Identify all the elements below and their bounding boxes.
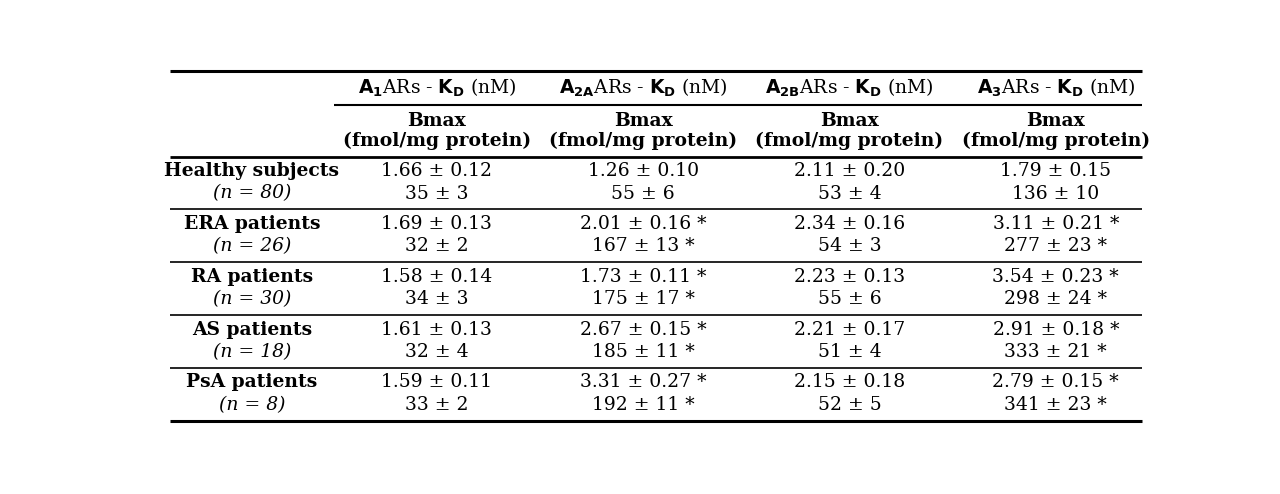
Text: 32 ± 2: 32 ± 2 [404,238,468,255]
Text: (fmol/mg protein): (fmol/mg protein) [343,132,531,150]
Text: (fmol/mg protein): (fmol/mg protein) [755,132,943,150]
Text: 52 ± 5: 52 ± 5 [818,396,882,414]
Text: Bmax: Bmax [613,112,672,130]
Text: 298 ± 24 *: 298 ± 24 * [1005,290,1107,308]
Text: 3.31 ± 0.27 *: 3.31 ± 0.27 * [580,373,707,391]
Text: 1.58 ± 0.14: 1.58 ± 0.14 [381,268,493,286]
Text: PsA patients: PsA patients [186,373,317,391]
Text: 192 ± 11 *: 192 ± 11 * [591,396,695,414]
Text: 53 ± 4: 53 ± 4 [818,185,881,203]
Text: 2.01 ± 0.16 *: 2.01 ± 0.16 * [580,215,707,233]
Text: 333 ± 21 *: 333 ± 21 * [1005,343,1107,361]
Text: 3.54 ± 0.23 *: 3.54 ± 0.23 * [992,268,1119,286]
Text: 3.11 ± 0.21 *: 3.11 ± 0.21 * [992,215,1119,233]
Text: 167 ± 13 *: 167 ± 13 * [591,238,695,255]
Text: $\mathbf{A_{2A}}$ARs - $\mathbf{K_D}$ (nM): $\mathbf{A_{2A}}$ARs - $\mathbf{K_D}$ (n… [559,77,727,99]
Text: ERA patients: ERA patients [183,215,320,233]
Text: 55 ± 6: 55 ± 6 [612,185,675,203]
Text: 2.91 ± 0.18 *: 2.91 ± 0.18 * [992,321,1119,338]
Text: 2.67 ± 0.15 *: 2.67 ± 0.15 * [580,321,707,338]
Text: 2.15 ± 0.18: 2.15 ± 0.18 [794,373,905,391]
Text: 341 ± 23 *: 341 ± 23 * [1005,396,1107,414]
Text: (n = 30): (n = 30) [212,290,291,308]
Text: (n = 26): (n = 26) [212,238,291,255]
Text: 2.34 ± 0.16: 2.34 ± 0.16 [794,215,905,233]
Text: 54 ± 3: 54 ± 3 [818,238,881,255]
Text: Bmax: Bmax [820,112,879,130]
Text: 55 ± 6: 55 ± 6 [818,290,881,308]
Text: 1.73 ± 0.11 *: 1.73 ± 0.11 * [580,268,707,286]
Text: 2.79 ± 0.15 *: 2.79 ± 0.15 * [992,373,1119,391]
Text: 33 ± 2: 33 ± 2 [404,396,468,414]
Text: (n = 8): (n = 8) [219,396,285,414]
Text: 1.69 ± 0.13: 1.69 ± 0.13 [381,215,493,233]
Text: 277 ± 23 *: 277 ± 23 * [1005,238,1107,255]
Text: (fmol/mg protein): (fmol/mg protein) [961,132,1149,150]
Text: 1.79 ± 0.15: 1.79 ± 0.15 [1000,162,1111,180]
Text: AS patients: AS patients [192,321,312,338]
Text: Bmax: Bmax [1027,112,1085,130]
Text: 2.23 ± 0.13: 2.23 ± 0.13 [794,268,905,286]
Text: 34 ± 3: 34 ± 3 [404,290,468,308]
Text: (n = 80): (n = 80) [212,185,291,203]
Text: 136 ± 10: 136 ± 10 [1012,185,1100,203]
Text: $\mathbf{A_3}$ARs - $\mathbf{K_D}$ (nM): $\mathbf{A_3}$ARs - $\mathbf{K_D}$ (nM) [977,77,1135,99]
Text: $\mathbf{A_1}$ARs - $\mathbf{K_D}$ (nM): $\mathbf{A_1}$ARs - $\mathbf{K_D}$ (nM) [357,77,516,99]
Text: (fmol/mg protein): (fmol/mg protein) [549,132,737,150]
Text: 1.61 ± 0.13: 1.61 ± 0.13 [381,321,493,338]
Text: 32 ± 4: 32 ± 4 [404,343,468,361]
Text: 2.21 ± 0.17: 2.21 ± 0.17 [794,321,905,338]
Text: 185 ± 11 *: 185 ± 11 * [591,343,695,361]
Text: 1.66 ± 0.12: 1.66 ± 0.12 [381,162,493,180]
Text: 175 ± 17 *: 175 ± 17 * [591,290,695,308]
Text: 35 ± 3: 35 ± 3 [404,185,468,203]
Text: 51 ± 4: 51 ± 4 [818,343,881,361]
Text: (n = 18): (n = 18) [212,343,291,361]
Text: 1.59 ± 0.11: 1.59 ± 0.11 [381,373,493,391]
Text: RA patients: RA patients [191,268,312,286]
Text: Healthy subjects: Healthy subjects [164,162,339,180]
Text: 2.11 ± 0.20: 2.11 ± 0.20 [794,162,905,180]
Text: 1.26 ± 0.10: 1.26 ± 0.10 [588,162,699,180]
Text: $\mathbf{A_{2B}}$ARs - $\mathbf{K_D}$ (nM): $\mathbf{A_{2B}}$ARs - $\mathbf{K_D}$ (n… [765,77,933,99]
Text: Bmax: Bmax [407,112,466,130]
